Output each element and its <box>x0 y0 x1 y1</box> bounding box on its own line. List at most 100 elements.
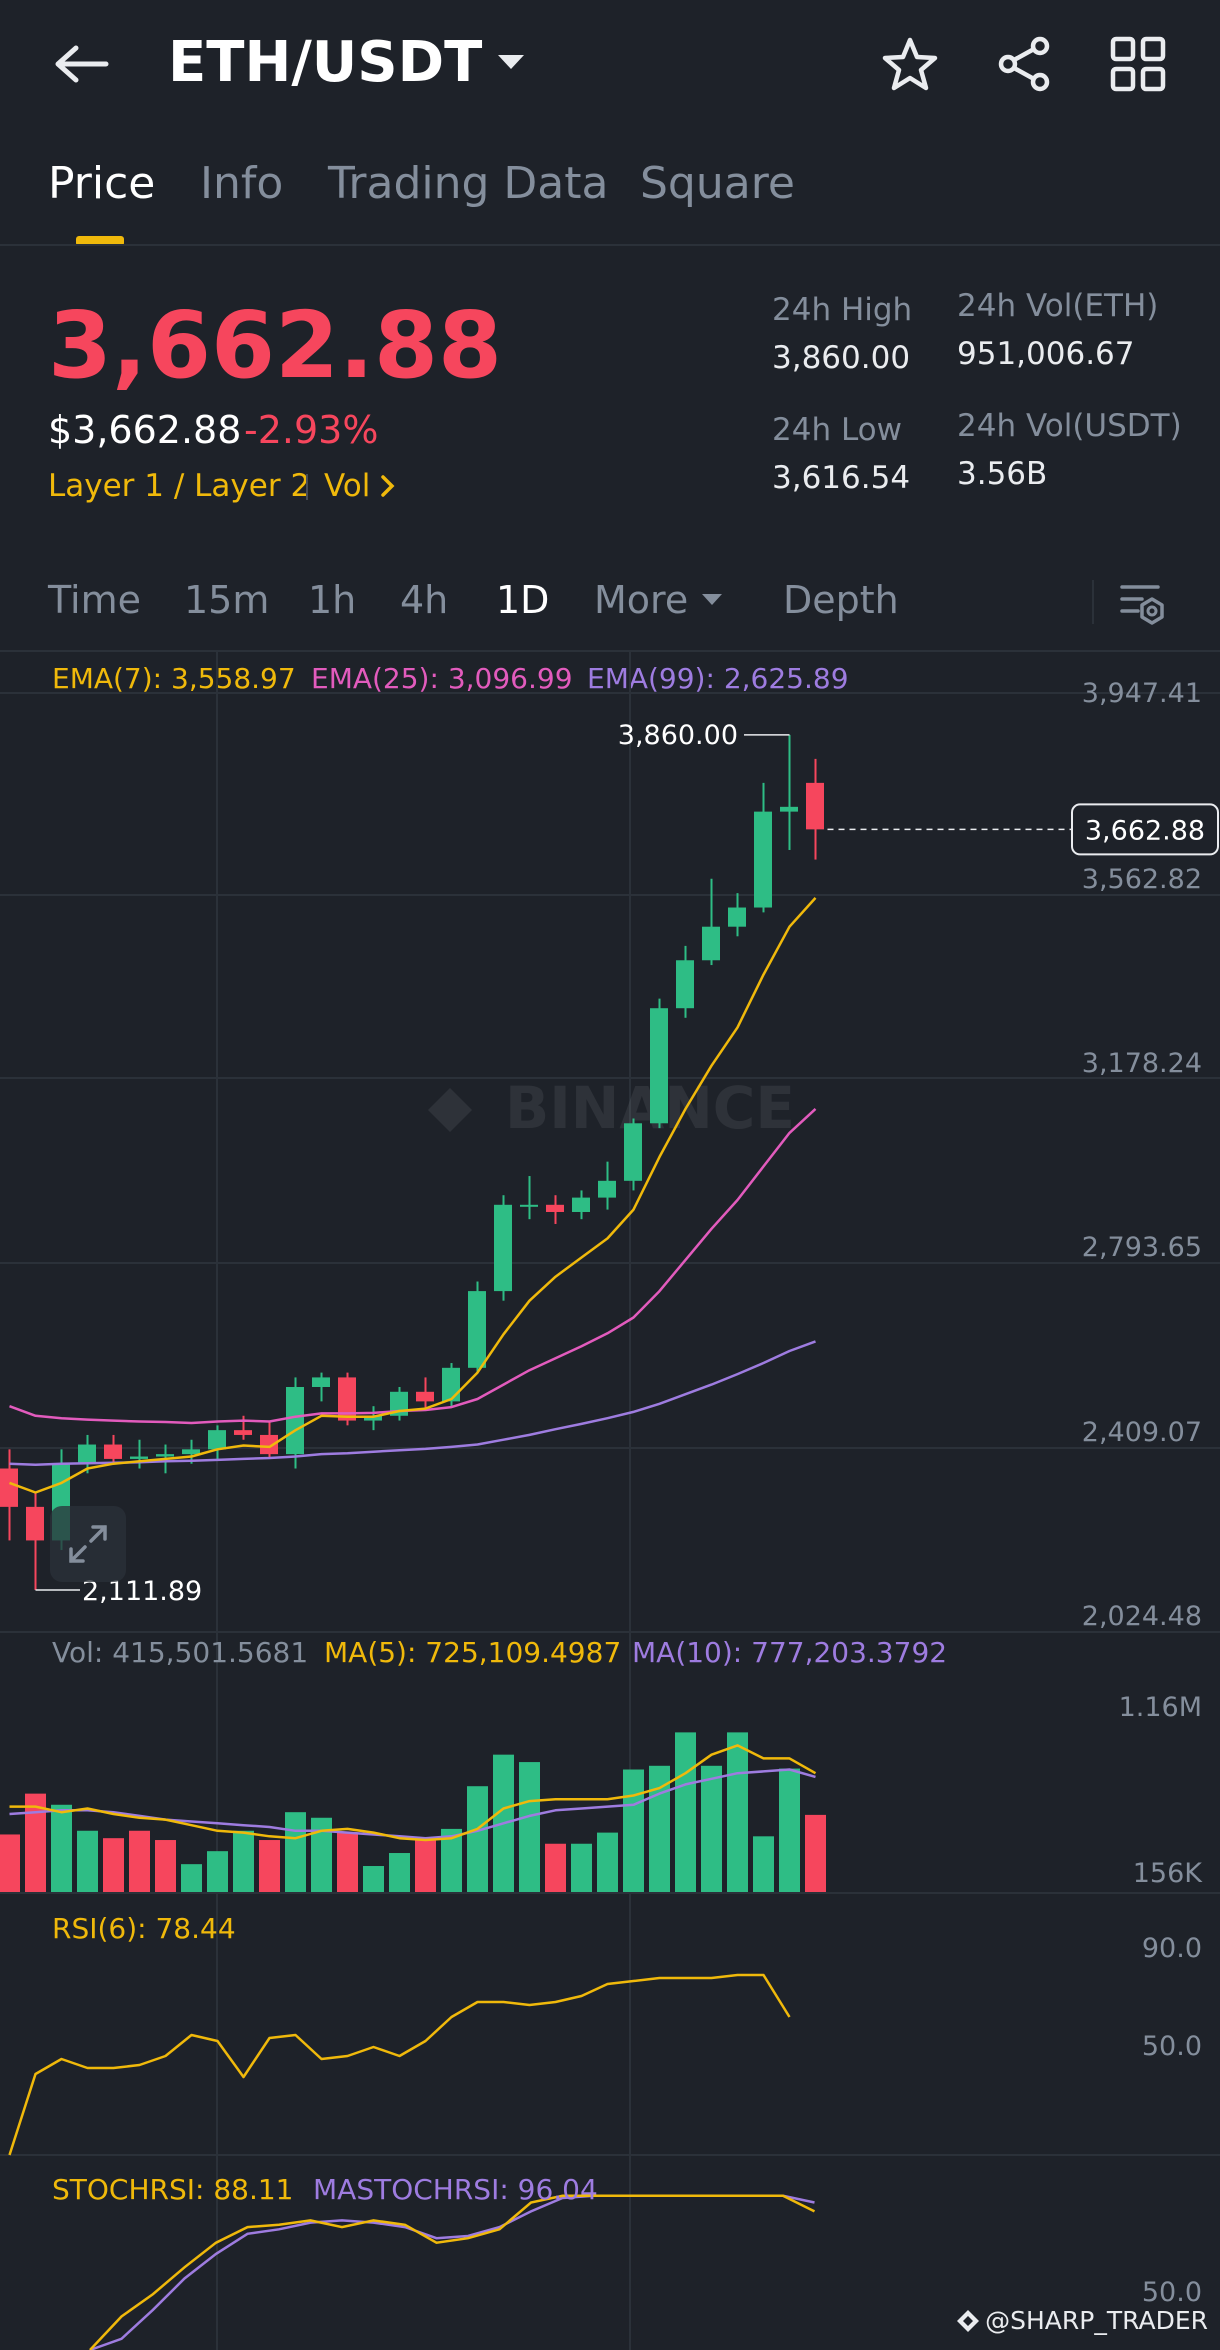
volume-label: Vol: 415,501.5681 <box>52 1636 309 1669</box>
vol-link[interactable]: Vol <box>324 468 396 504</box>
volume-bar <box>805 1814 826 1892</box>
candle-body <box>416 1391 434 1402</box>
candle-body <box>520 1204 538 1207</box>
volume-bar <box>155 1840 176 1892</box>
pair-selector[interactable]: ETH/USDT <box>168 22 526 102</box>
depth-tab[interactable]: Depth <box>783 578 899 622</box>
volume-bar <box>675 1732 696 1892</box>
volume-bar <box>389 1853 410 1892</box>
candle-body <box>104 1444 122 1459</box>
ema99-line <box>9 1340 816 1466</box>
price-chart[interactable]: BINANCE 3,947.41 3,562.82 3,178.24 2,793.65… <box>0 652 1220 2350</box>
volume-bar <box>233 1830 254 1892</box>
candle <box>494 1195 512 1301</box>
candle <box>806 758 824 860</box>
volume-bars <box>0 1732 826 1892</box>
candle-body <box>702 926 720 961</box>
timeframe-more[interactable]: More <box>594 578 724 622</box>
tab-info[interactable]: Info <box>200 158 284 209</box>
tab-price[interactable]: Price <box>48 158 156 209</box>
ema25-line <box>9 1107 817 1425</box>
timeframe-15m[interactable]: 15m <box>184 578 270 622</box>
volume-bar <box>285 1812 306 1892</box>
candle-body <box>130 1456 148 1459</box>
candle <box>104 1434 122 1464</box>
change-percent: -2.93% <box>244 408 379 452</box>
timeframe-time[interactable]: Time <box>48 578 141 622</box>
volume-bar <box>753 1836 774 1892</box>
volume-bar <box>441 1828 462 1892</box>
favorite-button[interactable] <box>870 24 950 104</box>
candle-body <box>0 1468 18 1507</box>
candle <box>468 1281 486 1373</box>
back-button[interactable] <box>42 24 122 104</box>
ma10-label: MA(10): 777,203.3792 <box>632 1636 948 1669</box>
category-separator <box>306 474 308 500</box>
stat-high-label: 24h High <box>772 292 913 328</box>
pair-title: ETH/USDT <box>168 29 483 95</box>
stat-vol-quote-label: 24h Vol(USDT) <box>957 408 1182 444</box>
volume-bar <box>0 1834 20 1892</box>
volume-bar <box>363 1866 384 1892</box>
candle-body <box>494 1204 512 1292</box>
volume-bar <box>181 1864 202 1892</box>
current-price-label: 3,662.88 <box>1085 815 1205 846</box>
stat-vol-base-value: 951,006.67 <box>957 336 1135 372</box>
candle <box>312 1372 330 1402</box>
layout-button[interactable] <box>1098 24 1178 104</box>
volume-bar <box>467 1786 488 1892</box>
price-axis-label: 2,024.48 <box>1082 1601 1202 1632</box>
stat-low-label: 24h Low <box>772 412 902 448</box>
volume-bar <box>51 1804 72 1892</box>
candle-body <box>546 1204 564 1212</box>
fullscreen-button[interactable] <box>50 1506 126 1582</box>
tab-trading-data[interactable]: Trading Data <box>328 158 609 209</box>
candle-body <box>728 907 746 927</box>
mastochrsi-polyline <box>89 2194 815 2350</box>
volume-bar <box>103 1838 124 1892</box>
rsi-label: RSI(6): 78.44 <box>52 1912 236 1945</box>
chart-settings-button[interactable] <box>1108 568 1178 638</box>
stochrsi-label: STOCHRSI: 88.11 <box>52 2173 294 2206</box>
star-icon <box>882 37 938 91</box>
credit-text: @SHARP_TRADER <box>985 2306 1208 2335</box>
timeframe-more-label: More <box>594 578 689 622</box>
candle-body <box>806 782 824 830</box>
candle-body <box>676 960 694 1009</box>
volume-bar <box>779 1768 800 1892</box>
category-tag[interactable]: Layer 1 / Layer 2 <box>48 468 311 504</box>
candle <box>364 1406 382 1431</box>
vol-link-label: Vol <box>324 468 371 504</box>
candle-body <box>156 1454 174 1457</box>
candle-body <box>442 1367 460 1402</box>
timeframe-1d[interactable]: 1D <box>496 578 550 622</box>
volume-bar <box>259 1840 280 1892</box>
volume-bar <box>207 1851 228 1892</box>
volume-bar <box>597 1832 618 1892</box>
expand-icon <box>69 1525 107 1563</box>
timeframe-1h[interactable]: 1h <box>308 578 357 622</box>
ma10-line <box>9 1768 816 1840</box>
grid-icon <box>1110 36 1166 92</box>
stat-high-value: 3,860.00 <box>772 340 911 376</box>
candles <box>0 734 824 1574</box>
volume-bar <box>337 1832 358 1892</box>
candle-body <box>364 1415 382 1421</box>
chart-grid <box>0 652 1220 2350</box>
candle-body <box>624 1123 642 1181</box>
volume-bar <box>25 1793 46 1892</box>
volume-bar <box>701 1765 722 1892</box>
chevron-right-icon <box>381 475 395 497</box>
dropdown-caret-icon <box>702 594 723 605</box>
share-button[interactable] <box>985 24 1065 104</box>
candle-body <box>286 1386 304 1455</box>
dropdown-caret-icon <box>498 55 525 69</box>
tab-square[interactable]: Square <box>640 158 795 209</box>
candle-body <box>182 1449 200 1455</box>
ema-lines <box>9 897 817 1494</box>
candle-body <box>312 1377 330 1387</box>
timeframe-4h[interactable]: 4h <box>400 578 449 622</box>
credit-watermark: @SHARP_TRADER <box>955 2306 1208 2335</box>
volume-bar <box>571 1843 592 1892</box>
candle <box>754 782 772 913</box>
